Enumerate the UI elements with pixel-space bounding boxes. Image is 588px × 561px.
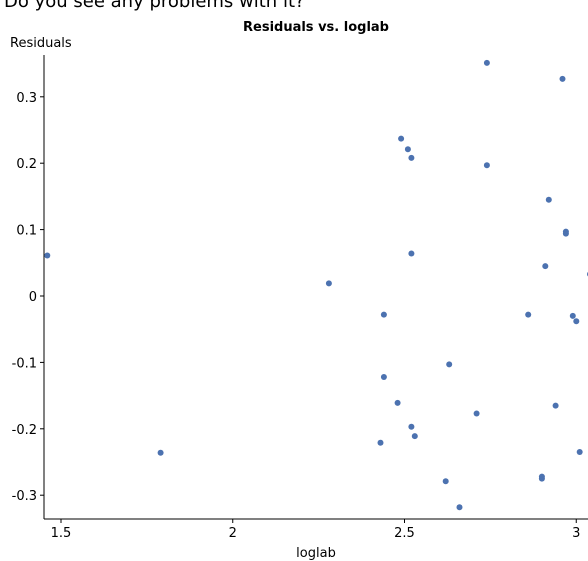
scatter-point bbox=[377, 439, 384, 446]
scatter-point bbox=[408, 154, 415, 161]
x-tick-label: 2.5 bbox=[394, 526, 415, 541]
scatter-point bbox=[456, 504, 463, 511]
scatter-point bbox=[559, 75, 566, 82]
scatter-point bbox=[525, 311, 532, 318]
scatter-point bbox=[542, 263, 549, 270]
scatter-point bbox=[552, 402, 559, 409]
scatter-point bbox=[44, 252, 51, 259]
scatter-point bbox=[442, 478, 449, 485]
scatter-point bbox=[545, 196, 552, 203]
scatter-point bbox=[483, 162, 490, 169]
data-points bbox=[44, 59, 588, 511]
scatter-point bbox=[573, 318, 580, 325]
x-tick-label: 1.5 bbox=[51, 526, 72, 541]
question-text: Do you see any problems with it? bbox=[4, 0, 305, 12]
y-tick-label: -0.2 bbox=[12, 423, 37, 438]
scatter-point bbox=[569, 312, 576, 319]
x-tick-label: 2 bbox=[229, 526, 237, 541]
scatter-point bbox=[483, 59, 490, 66]
scatter-point bbox=[576, 449, 583, 455]
scatter-point bbox=[408, 423, 415, 430]
scatter-point bbox=[446, 361, 453, 368]
scatter-point bbox=[398, 135, 405, 142]
x-tick-label: 3 bbox=[572, 526, 580, 541]
scatter-point bbox=[562, 230, 569, 237]
scatter-point bbox=[408, 250, 415, 257]
y-tick-label: -0.1 bbox=[12, 356, 37, 371]
scatter-point bbox=[157, 449, 164, 456]
scatter-point bbox=[404, 146, 411, 153]
scatter-point bbox=[538, 475, 545, 482]
scatter-point bbox=[380, 311, 387, 318]
y-tick-label: 0 bbox=[29, 290, 37, 305]
y-tick-label: 0.1 bbox=[16, 224, 37, 239]
x-axis-label: loglab bbox=[296, 546, 336, 561]
chart-title: Residuals vs. loglab bbox=[243, 20, 389, 35]
scatter-point bbox=[394, 399, 401, 406]
scatter-point bbox=[473, 410, 480, 417]
y-tick-label: 0.2 bbox=[16, 157, 37, 172]
y-tick-label: 0.3 bbox=[16, 91, 37, 106]
y-axis-label: Residuals bbox=[10, 36, 72, 51]
y-tick-label: -0.3 bbox=[12, 489, 37, 504]
axis-ticks: 1.522.533.544.50.30.20.10-0.1-0.2-0.3 bbox=[12, 91, 581, 541]
scatter-point bbox=[411, 433, 418, 440]
scatter-point bbox=[325, 280, 332, 287]
scatter-point bbox=[380, 374, 387, 380]
